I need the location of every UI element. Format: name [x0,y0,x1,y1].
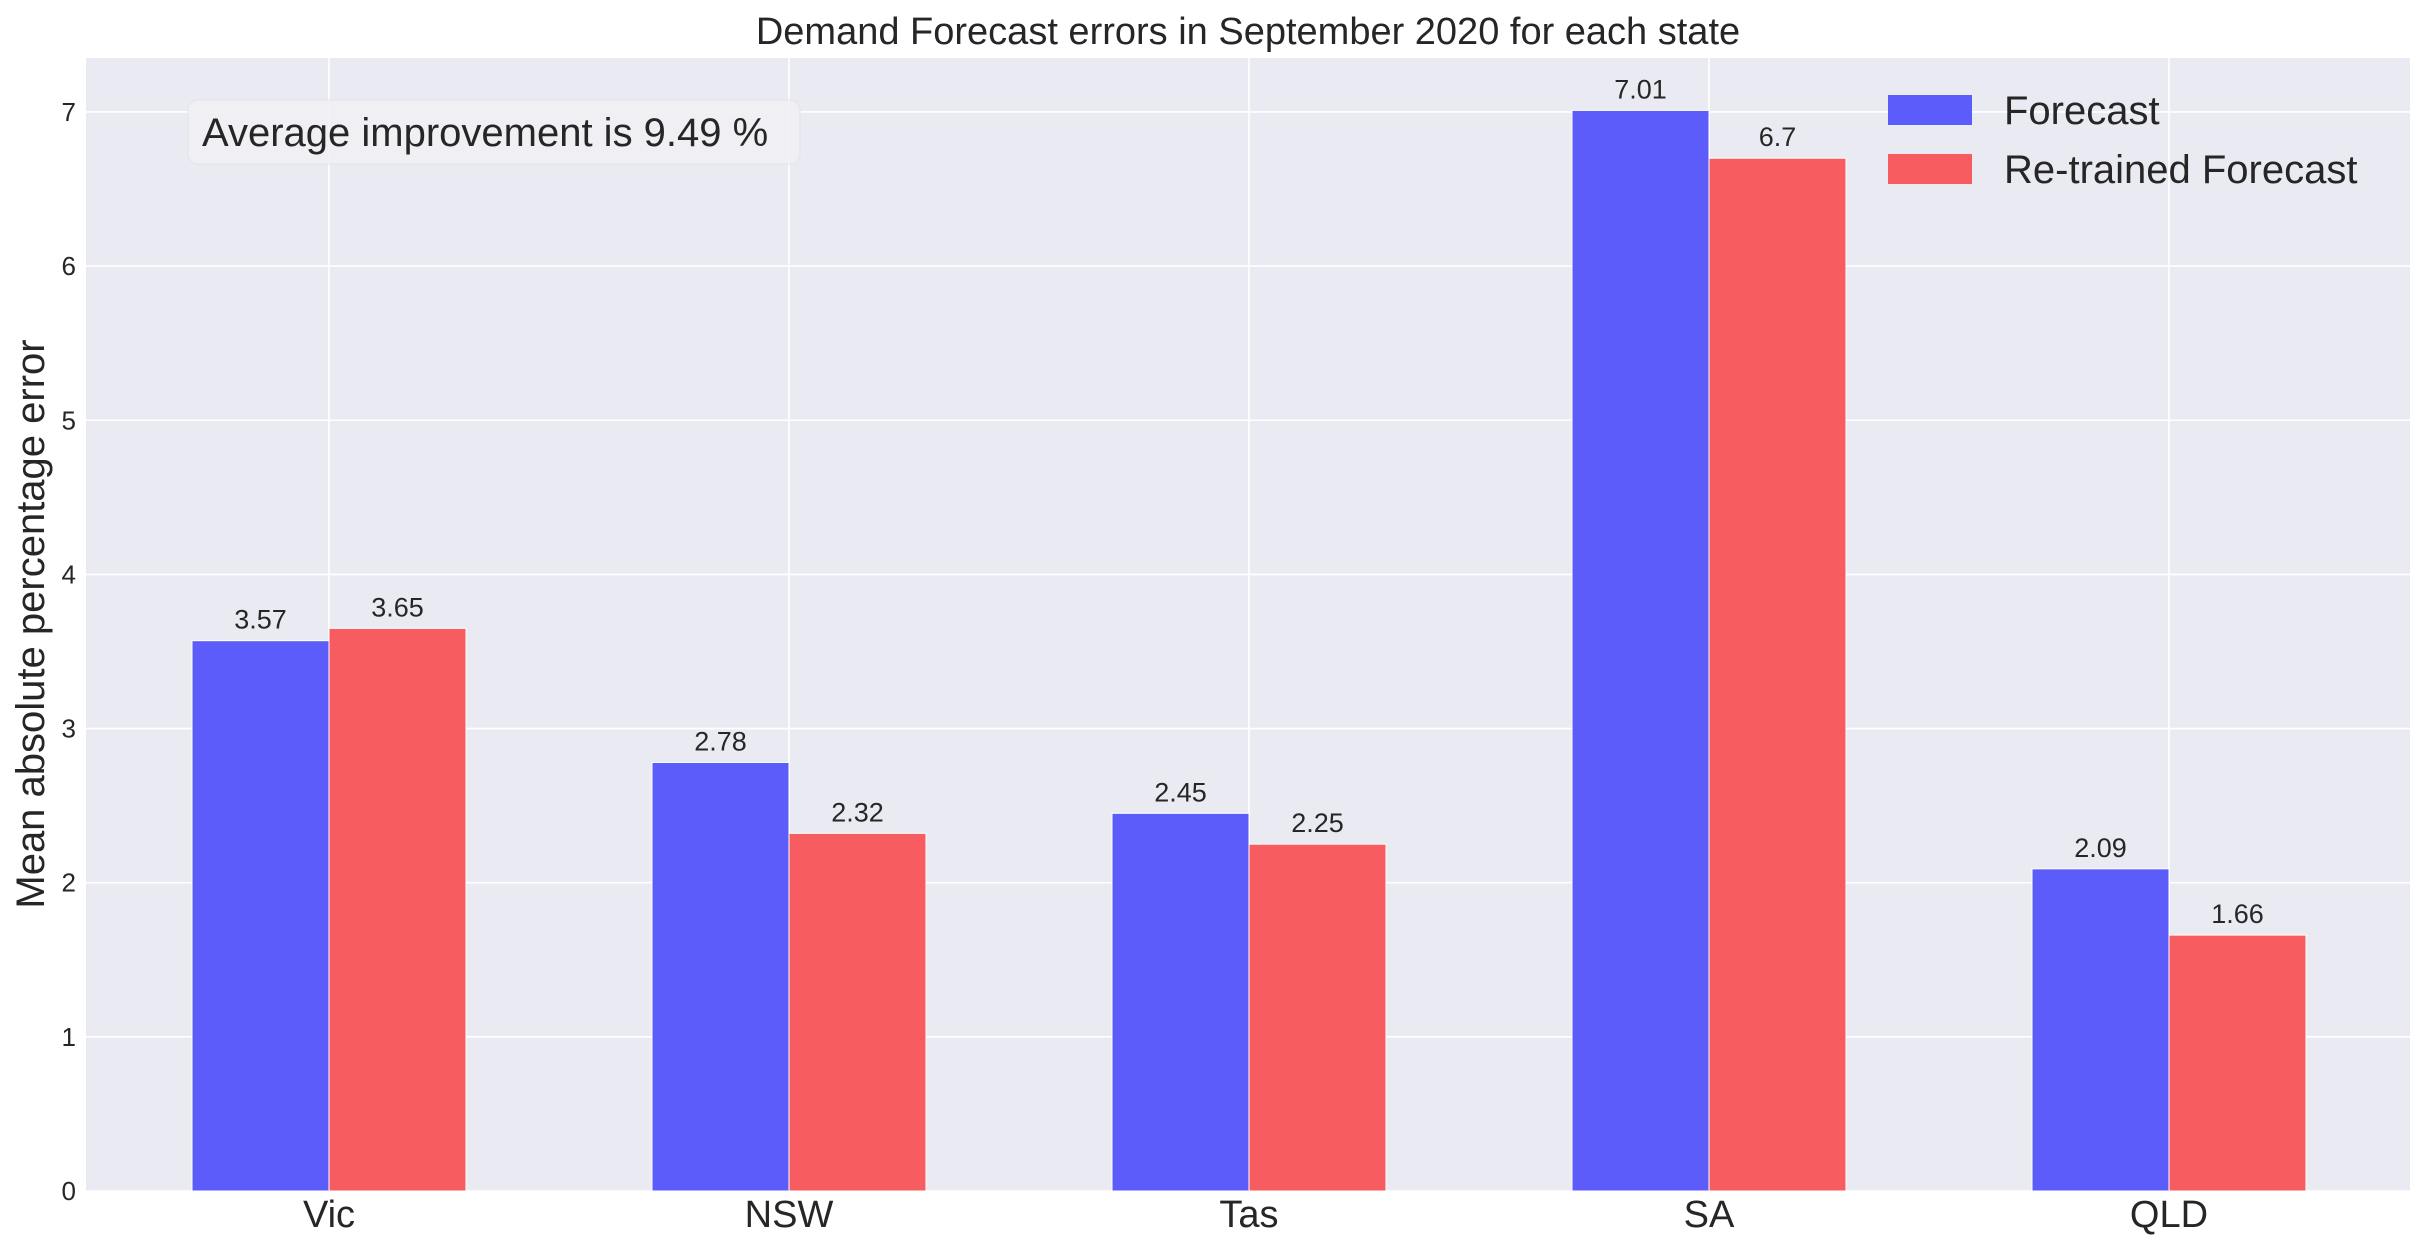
legend-label-forecast: Forecast [2004,89,2160,133]
legend-swatch-forecast [1888,95,1972,125]
bar [1571,109,1710,1192]
bar-value-label: 2.32 [831,797,884,827]
x-tick-label: SA [1684,1194,1735,1236]
x-tick-label: NSW [745,1194,834,1236]
annotation-box: Average improvement is 9.49 % [187,99,801,165]
bar-value-label: 7.01 [1614,74,1667,104]
bar [328,627,467,1192]
chart-title: Demand Forecast errors in September 2020… [756,11,1740,53]
bars [191,109,2307,1192]
y-tick-label: 1 [62,1022,76,1052]
bar-labels: 3.57 2.78 2.45 7.01 2.09 3.65 2.32 2.25 6.7 1.66 [234,74,2264,929]
bar [2031,868,2170,1192]
average-improvement-annotation: Average improvement is 9.49 % [202,111,768,155]
legend-label-retrained-forecast: Re-trained Forecast [2004,148,2357,192]
bar-value-label: 2.78 [694,726,747,756]
y-tick-label: 0 [62,1176,76,1206]
bar [1708,157,1847,1192]
y-axis-label: Mean absolute percentage error [9,339,53,908]
y-tick-label: 4 [62,559,76,589]
legend-swatch-retrained-forecast [1888,154,1972,184]
bar [1111,812,1250,1192]
bar-value-label: 6.7 [1759,122,1797,152]
y-axis-ticks: 0 1 2 3 4 5 6 7 [62,97,76,1206]
y-tick-label: 7 [62,97,76,127]
y-tick-label: 6 [62,251,76,281]
x-tick-label: QLD [2130,1194,2208,1236]
y-tick-label: 3 [62,714,76,744]
x-tick-label: Vic [303,1194,355,1236]
bar-value-label: 2.25 [1291,808,1344,838]
bar [651,761,790,1192]
y-tick-label: 2 [62,868,76,898]
bar [1248,843,1387,1192]
bar-value-label: 2.09 [2074,833,2127,863]
bar [788,832,927,1192]
bar-value-label: 2.45 [1154,777,1207,807]
bar-value-label: 3.57 [234,605,287,635]
bar-value-label: 3.65 [371,592,424,622]
bar-value-label: 1.66 [2211,899,2264,929]
legend: Forecast Re-trained Forecast [1888,89,2357,192]
x-tick-label: Tas [1219,1194,1278,1236]
bar [2168,934,2307,1192]
y-tick-label: 5 [62,405,76,435]
x-axis-ticks: Vic NSW Tas SA QLD [303,1194,2208,1236]
bar [191,640,330,1192]
